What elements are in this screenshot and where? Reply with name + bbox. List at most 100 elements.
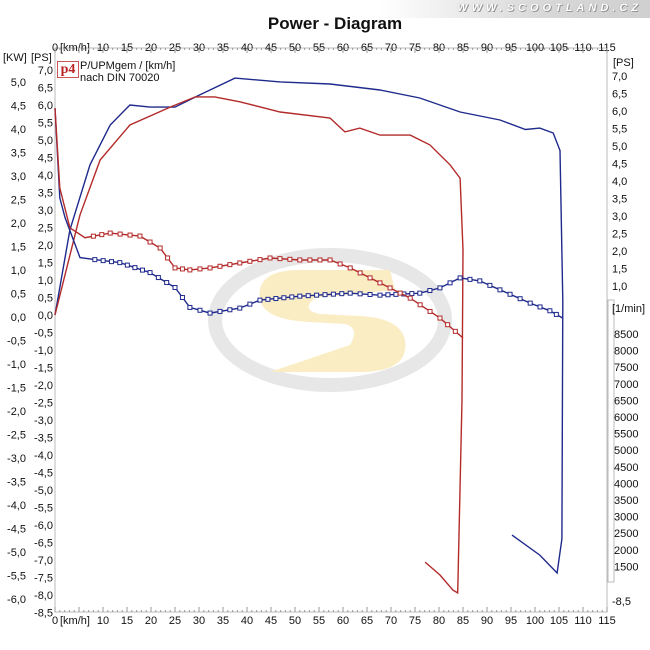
rpm-run-blue-marker <box>477 278 483 284</box>
x-tick-bottom: 50 <box>289 615 301 627</box>
site-url: WWW.SCOOTLAND.CZ <box>457 2 642 14</box>
ps-tick: -2,0 <box>34 380 53 392</box>
x-tick-bottom: 25 <box>169 615 181 627</box>
rpm-run-red-marker <box>90 233 96 239</box>
rpm-run-blue-marker <box>187 304 193 310</box>
rpm-run-red-marker <box>227 262 233 268</box>
rpm-run-blue-marker <box>237 305 243 311</box>
kw-tick: -3,5 <box>7 477 26 489</box>
rpm-run-blue-marker <box>437 285 443 291</box>
rpm-tick: 7500 <box>614 362 638 374</box>
x-tick-bottom: 100 <box>526 615 544 627</box>
rpm-run-blue-marker <box>385 292 391 298</box>
x-tick-bottom: 40 <box>241 615 253 627</box>
rpm-run-blue-marker <box>217 308 223 314</box>
watermark-logo <box>208 248 452 392</box>
rpm-run-blue-marker <box>409 291 415 297</box>
kw-tick: 1,0 <box>11 265 26 277</box>
ps-tick: -6,5 <box>34 538 53 550</box>
rpm-tick: 6500 <box>614 395 638 407</box>
x-tick-bottom: 65 <box>361 615 373 627</box>
rpm-run-red-marker <box>367 275 373 281</box>
rpm-run-red-line <box>54 108 464 339</box>
ps-tick: -1,5 <box>34 363 53 375</box>
plot-frame <box>54 47 608 613</box>
rpm-run-blue-marker <box>92 257 98 263</box>
legend-line-2: nach DIN 70020 <box>80 72 160 84</box>
ps-tick: -0,5 <box>34 328 53 340</box>
rpm-run-blue-marker <box>179 294 185 300</box>
rpm-run-red-marker <box>347 265 353 271</box>
rpm-run-red-marker <box>437 315 443 321</box>
legend-line-1: P/UPMgem / [km/h] <box>80 60 176 72</box>
rpm-run-blue-marker <box>367 291 373 297</box>
x-tick-bottom: 15 <box>121 615 133 627</box>
rpm-run-blue-marker <box>273 296 279 302</box>
kw-tick: -2,5 <box>7 430 26 442</box>
ps-tick: 7,0 <box>38 65 53 77</box>
right-ps-tick: 1,5 <box>612 264 627 276</box>
legend: P/UPMgem / [km/h] nach DIN 70020 <box>80 60 175 84</box>
rpm-run-red-marker <box>247 258 253 264</box>
rpm-axis-label: [1/min] <box>612 303 645 315</box>
rpm-tick: 2500 <box>614 528 638 540</box>
rpm-run-red-marker <box>172 265 178 271</box>
x-tick-bottom: 95 <box>505 615 517 627</box>
rpm-run-blue-marker <box>314 292 320 298</box>
ps-tick: 3,5 <box>38 188 53 200</box>
x-tick-bottom: 30 <box>193 615 205 627</box>
power-run-blue-line <box>54 77 564 575</box>
rpm-run-blue-marker <box>377 292 383 298</box>
x-tick-bottom: 80 <box>433 615 445 627</box>
ps-tick: 0,5 <box>38 293 53 305</box>
rpm-run-red-marker <box>417 302 423 308</box>
ps-tick: -8,0 <box>34 590 53 602</box>
rpm-tick: 5000 <box>614 445 638 457</box>
ps-tick: 4,0 <box>38 170 53 182</box>
right-ps-tick: -8,5 <box>612 596 631 608</box>
right-ps-tick: 5,5 <box>612 124 627 136</box>
ps-tick: -4,5 <box>34 468 53 480</box>
rpm-run-red-marker <box>452 328 458 334</box>
ps-tick: -3,5 <box>34 433 53 445</box>
rpm-run-red-marker <box>387 285 393 291</box>
rpm-run-blue-marker <box>305 293 311 299</box>
rpm-run-blue-marker <box>497 287 503 293</box>
rpm-run-blue-marker <box>289 294 295 300</box>
ps-tick: 1,0 <box>38 275 53 287</box>
legend-badge: p4 <box>57 61 79 78</box>
kw-tick: -3,0 <box>7 453 26 465</box>
kw-tick: -0,5 <box>7 336 26 348</box>
kw-tick: -1,5 <box>7 383 26 395</box>
rpm-run-red-marker <box>397 290 403 296</box>
rpm-run-blue-marker <box>124 262 130 268</box>
ps-tick: 0,0 <box>38 310 53 322</box>
rpm-run-red-marker <box>257 257 263 263</box>
right-ps-tick: 4,5 <box>612 159 627 171</box>
rpm-run-blue-marker <box>108 259 114 265</box>
rpm-run-red-marker <box>237 260 243 266</box>
right-ps-tick: 3,0 <box>612 211 627 223</box>
rpm-run-blue-marker <box>507 291 513 297</box>
x-tick-bottom: 20 <box>145 615 157 627</box>
rpm-run-blue-marker <box>257 297 263 303</box>
rpm-run-red-marker <box>99 232 105 238</box>
rpm-run-blue-marker <box>164 280 170 286</box>
right-ps-tick: 1,0 <box>612 281 627 293</box>
x-tick-bottom: 55 <box>313 615 325 627</box>
rpm-run-blue-marker <box>487 282 493 288</box>
x-tick-bottom: 35 <box>217 615 229 627</box>
x-tick-bottom: 0 <box>52 615 58 627</box>
right-ps-tick: 2,0 <box>612 246 627 258</box>
ps-tick: 4,5 <box>38 153 53 165</box>
rpm-tick: 7000 <box>614 379 638 391</box>
rpm-run-red-marker <box>127 232 133 238</box>
rpm-run-red-marker <box>267 255 273 261</box>
rpm-tick: 5500 <box>614 429 638 441</box>
ps-tick: 5,0 <box>38 135 53 147</box>
rpm-run-red-marker <box>165 255 171 261</box>
right-ps-tick: 2,5 <box>612 229 627 241</box>
kw-tick: -4,5 <box>7 524 26 536</box>
rpm-run-blue-marker <box>517 296 523 302</box>
